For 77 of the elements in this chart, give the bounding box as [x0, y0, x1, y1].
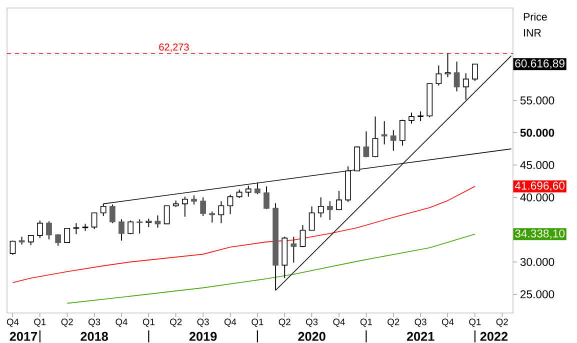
- y-tick-label: 25.000: [520, 290, 554, 298]
- candlestick: [136, 218, 143, 234]
- text: 2017: [10, 332, 37, 341]
- y-tick-label: 40.000: [520, 193, 554, 202]
- candlestick: [300, 224, 306, 248]
- candlestick: [128, 220, 134, 235]
- ref-line-label: 62,273: [159, 44, 189, 52]
- text: 2021: [406, 332, 434, 341]
- text: 34.338,10: [515, 229, 565, 239]
- candlestick: [91, 212, 98, 230]
- line-series: [66, 234, 476, 304]
- candlestick: [318, 196, 324, 218]
- candlestick: [218, 200, 224, 224]
- y-tick-label: 50.000: [520, 128, 554, 137]
- text: 41.696,60: [514, 182, 565, 192]
- x-tick-label: Q1: [142, 318, 154, 327]
- text: 2019: [189, 332, 217, 341]
- x-tick-label: Q1: [252, 318, 264, 327]
- x-tick-label: Q2: [170, 318, 182, 327]
- candlestick: [290, 236, 297, 264]
- candlestick: [264, 186, 270, 210]
- candlestick: [10, 240, 16, 256]
- candlestick: [363, 130, 370, 158]
- candlestick: [408, 112, 414, 124]
- text: 2022: [480, 332, 508, 341]
- candlestick: [28, 234, 34, 246]
- x-tick-label: Q3: [197, 318, 209, 327]
- candlestick: [381, 120, 388, 145]
- candlestick: [254, 182, 260, 195]
- x-tick-label: Q4: [116, 318, 128, 327]
- candlestick: [390, 130, 396, 152]
- candlestick: [182, 196, 188, 218]
- candlestick: [444, 52, 451, 78]
- candlestick: [308, 206, 315, 231]
- candlestick: [164, 205, 170, 224]
- text: 60.616,89: [515, 59, 564, 69]
- candlestick: [327, 200, 333, 220]
- candlestick: [454, 61, 460, 92]
- candlestick: [55, 234, 61, 246]
- x-tick-label: Q4: [333, 318, 345, 327]
- candlestick: [118, 218, 124, 242]
- y-tick-label: 55.000: [520, 96, 554, 104]
- x-tick-label: Q2: [496, 318, 508, 327]
- line-series: [12, 186, 476, 284]
- x-tick-label: Q1: [360, 318, 372, 327]
- y-axis-title: Price INR: [524, 12, 547, 36]
- candlestick: [227, 194, 234, 215]
- y-tick-label: 30.000: [520, 258, 554, 266]
- x-tick-label: Q2: [61, 318, 73, 327]
- candlestick: [245, 185, 252, 198]
- x-tick-label: Q2: [388, 318, 400, 327]
- x-tick-label: Q1: [469, 318, 481, 327]
- candlestick: [64, 228, 70, 243]
- candlestick: [36, 220, 43, 239]
- candlestick: [418, 110, 424, 122]
- text: 2020: [298, 332, 326, 341]
- candlestick: [191, 194, 197, 205]
- y-tick-label: 45.000: [520, 161, 554, 170]
- x-tick-label: Q3: [88, 318, 100, 327]
- x-tick-label: Q4: [442, 318, 454, 327]
- x-tick-label: Q4: [224, 318, 236, 327]
- candlestick: [336, 190, 342, 211]
- text: 2018: [80, 332, 108, 341]
- x-tick-label: Q3: [306, 318, 318, 327]
- candlestick: [462, 72, 469, 100]
- candlestick: [209, 211, 216, 224]
- x-tick-label: Q1: [34, 318, 46, 327]
- candlestick: [46, 220, 52, 240]
- x-tick-label: Q2: [278, 318, 290, 327]
- candlestick: [200, 196, 206, 217]
- x-tick-label: Q4: [6, 318, 19, 327]
- candlestick: [400, 119, 406, 146]
- candlestick: [73, 222, 80, 235]
- candlestick: [436, 65, 442, 86]
- candlestick: [472, 64, 478, 82]
- candlestick: [372, 116, 378, 158]
- x-tick-label: Q3: [414, 318, 426, 327]
